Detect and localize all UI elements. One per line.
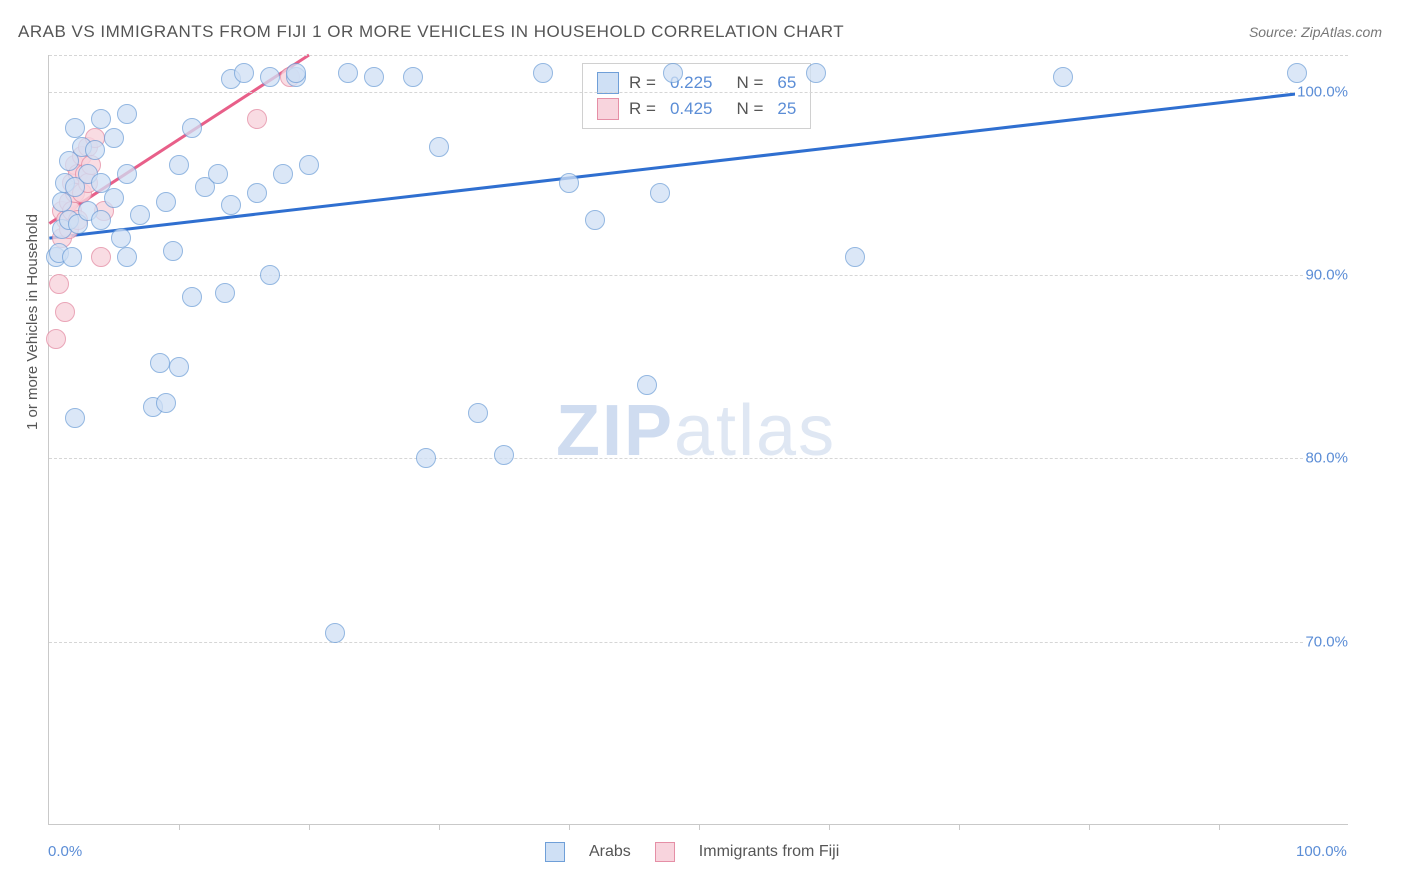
arabs-point: [663, 63, 683, 83]
gridline: [49, 92, 1348, 93]
arabs-point: [364, 67, 384, 87]
arabs-point: [104, 128, 124, 148]
x-tick: [309, 824, 310, 830]
arabs-point: [182, 118, 202, 138]
legend-arabs-label: Arabs: [589, 843, 631, 861]
arabs-point: [163, 241, 183, 261]
arabs-point: [215, 283, 235, 303]
x-tick: [569, 824, 570, 830]
arabs-point: [429, 137, 449, 157]
arabs-point: [117, 104, 137, 124]
arabs-point: [150, 353, 170, 373]
series-legend: Arabs Immigrants from Fiji: [545, 842, 839, 862]
legend-r-label: R =: [629, 96, 656, 122]
x-tick: [699, 824, 700, 830]
arabs-point: [85, 140, 105, 160]
arabs-point: [416, 448, 436, 468]
x-tick: [959, 824, 960, 830]
arabs-point: [169, 357, 189, 377]
arabs-point: [221, 195, 241, 215]
arabs-point: [62, 247, 82, 267]
x-tick: [439, 824, 440, 830]
fiji-point: [49, 274, 69, 294]
fiji-point: [46, 329, 66, 349]
x-axis-min-label: 0.0%: [48, 843, 82, 860]
arabs-point: [111, 228, 131, 248]
legend-n-fiji: 25: [777, 96, 796, 122]
arabs-point: [130, 205, 150, 225]
arabs-point: [650, 183, 670, 203]
arabs-point: [299, 155, 319, 175]
arabs-point: [65, 118, 85, 138]
arabs-point: [806, 63, 826, 83]
arabs-point: [247, 183, 267, 203]
x-tick: [1089, 824, 1090, 830]
arabs-point: [104, 188, 124, 208]
arabs-point: [403, 67, 423, 87]
fiji-point: [91, 247, 111, 267]
arabs-point: [1287, 63, 1307, 83]
fiji-point: [247, 109, 267, 129]
x-tick: [829, 824, 830, 830]
legend-n-label: N =: [736, 96, 763, 122]
arabs-point: [338, 63, 358, 83]
arabs-point: [637, 375, 657, 395]
y-tick-label: 100.0%: [1295, 83, 1350, 100]
correlation-legend: R = 0.225 N = 65 R = 0.425 N = 25: [582, 63, 811, 129]
plot-area: ZIPatlas R = 0.225 N = 65 R = 0.425 N = …: [48, 55, 1348, 825]
regression-lines: [49, 55, 1348, 824]
arabs-point: [468, 403, 488, 423]
x-tick: [1219, 824, 1220, 830]
x-axis-max-label: 100.0%: [1296, 843, 1347, 860]
gridline: [49, 55, 1348, 56]
arabs-point: [1053, 67, 1073, 87]
fiji-point: [55, 302, 75, 322]
legend-fiji-label: Immigrants from Fiji: [699, 843, 839, 861]
arabs-point: [286, 63, 306, 83]
arabs-point: [260, 265, 280, 285]
arabs-point: [559, 173, 579, 193]
x-tick: [179, 824, 180, 830]
arabs-point: [91, 210, 111, 230]
swatch-fiji-icon: [655, 842, 675, 862]
chart-title: ARAB VS IMMIGRANTS FROM FIJI 1 OR MORE V…: [18, 22, 844, 42]
arabs-point: [91, 109, 111, 129]
gridline: [49, 642, 1348, 643]
swatch-fiji: [597, 98, 619, 120]
arabs-point: [325, 623, 345, 643]
arabs-point: [117, 247, 137, 267]
arabs-point: [234, 63, 254, 83]
gridline: [49, 275, 1348, 276]
arabs-point: [65, 408, 85, 428]
arabs-point: [533, 63, 553, 83]
arabs-point: [169, 155, 189, 175]
y-tick-label: 70.0%: [1303, 633, 1350, 650]
arabs-point: [117, 164, 137, 184]
arabs-point: [260, 67, 280, 87]
y-axis-label: 1 or more Vehicles in Household: [24, 214, 41, 430]
arabs-point: [156, 192, 176, 212]
source-label: Source: ZipAtlas.com: [1249, 24, 1382, 40]
y-tick-label: 90.0%: [1303, 267, 1350, 284]
legend-row-fiji: R = 0.425 N = 25: [597, 96, 796, 122]
legend-r-fiji: 0.425: [670, 96, 713, 122]
arabs-point: [182, 287, 202, 307]
arabs-point: [208, 164, 228, 184]
arabs-point: [845, 247, 865, 267]
arabs-point: [494, 445, 514, 465]
watermark: ZIPatlas: [556, 390, 836, 472]
y-tick-label: 80.0%: [1303, 450, 1350, 467]
gridline: [49, 458, 1348, 459]
arabs-point: [585, 210, 605, 230]
swatch-arabs-icon: [545, 842, 565, 862]
arabs-point: [156, 393, 176, 413]
arabs-point: [273, 164, 293, 184]
